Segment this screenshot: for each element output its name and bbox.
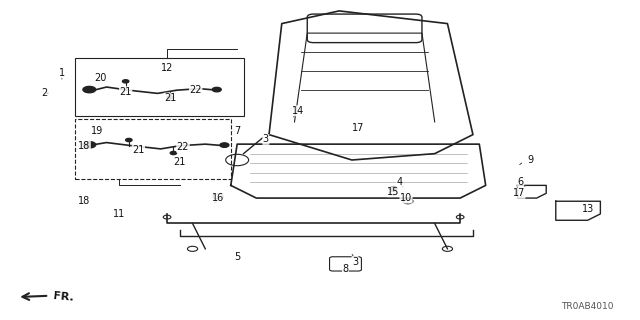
Circle shape [170, 151, 177, 155]
Text: 17: 17 [513, 188, 525, 198]
Circle shape [212, 87, 221, 92]
Text: 22: 22 [189, 85, 202, 95]
Text: 15: 15 [387, 187, 399, 197]
Text: 3: 3 [352, 257, 358, 267]
Text: 11: 11 [113, 209, 125, 219]
Circle shape [167, 96, 173, 99]
Text: 16: 16 [212, 193, 224, 203]
Text: 22: 22 [177, 142, 189, 152]
Circle shape [220, 143, 229, 147]
Text: 13: 13 [582, 204, 594, 214]
Text: 17: 17 [352, 123, 364, 133]
Text: 12: 12 [161, 63, 173, 73]
Text: 21: 21 [164, 93, 177, 103]
Text: 21: 21 [132, 146, 145, 156]
Circle shape [390, 187, 397, 190]
Text: 19: 19 [91, 126, 103, 136]
Circle shape [83, 142, 96, 148]
Text: 5: 5 [234, 252, 240, 262]
Text: 20: 20 [94, 73, 106, 83]
Bar [75, 59, 244, 116]
Text: 6: 6 [518, 177, 524, 187]
Text: TR0AB4010: TR0AB4010 [561, 302, 613, 311]
Circle shape [125, 139, 132, 142]
Text: 10: 10 [400, 193, 412, 203]
Text: 9: 9 [527, 155, 533, 165]
Text: 2: 2 [41, 88, 47, 98]
Text: FR.: FR. [52, 291, 74, 303]
Text: 21: 21 [173, 156, 186, 167]
Text: 4: 4 [397, 177, 403, 187]
Text: 18: 18 [78, 141, 90, 151]
Text: 7: 7 [234, 126, 240, 136]
Text: 1: 1 [59, 68, 65, 78]
Circle shape [83, 86, 96, 93]
Text: 3: 3 [263, 134, 269, 144]
Text: 14: 14 [292, 106, 304, 116]
Text: 8: 8 [342, 264, 349, 275]
Bar [75, 119, 231, 179]
Circle shape [122, 80, 129, 83]
Text: 21: 21 [120, 87, 132, 97]
Text: 18: 18 [78, 196, 90, 206]
